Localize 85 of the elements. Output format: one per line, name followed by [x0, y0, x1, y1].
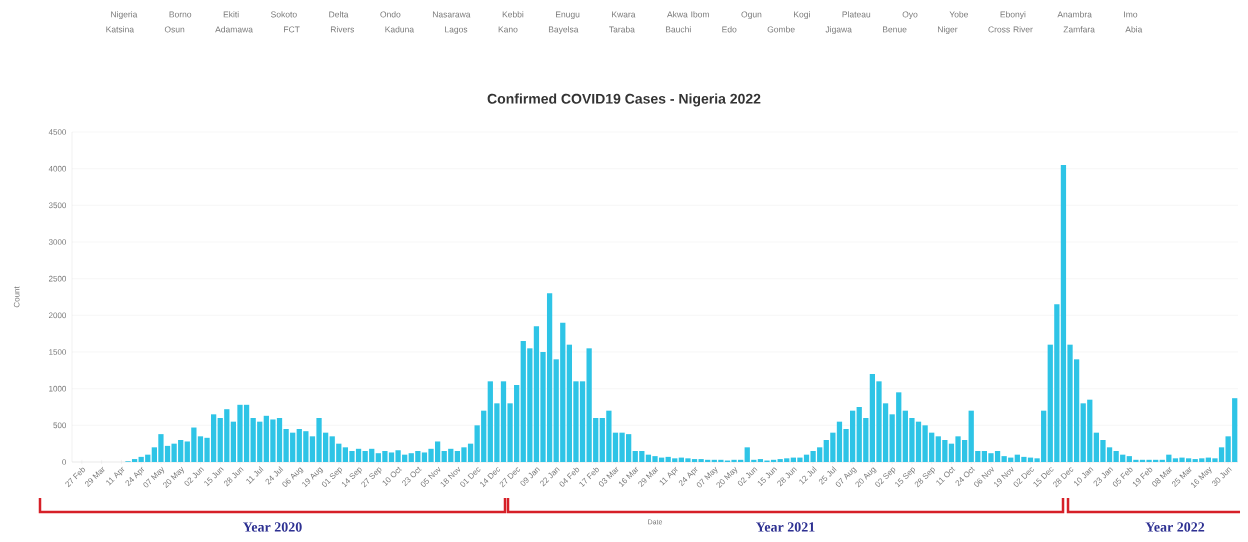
y-tick-label: 2500 [48, 275, 67, 282]
x-tick-label: 24 Apr [678, 466, 698, 487]
text: Oyo [902, 11, 918, 20]
x-tick-label: 02 Dec [1013, 467, 1034, 487]
y-tick-label: 500 [53, 422, 67, 429]
text: Year 2021 [756, 522, 815, 532]
y-tick-label: 3000 [48, 239, 67, 245]
x-tick-label: 12 Jul [799, 466, 817, 485]
y-tick-label: 1000 [49, 385, 67, 392]
y-tick-label: 1500 [49, 349, 67, 355]
x-tick-label: 27 Feb [65, 467, 86, 488]
y-axis-title: Count [13, 286, 20, 308]
chart-title: Confirmed COVID19 Cases - Nigeria 2022 [487, 93, 761, 107]
x-tick-label: 23 Oct [402, 466, 422, 487]
text: Enugu [556, 11, 580, 20]
x-tick-label: 14 Sep [341, 467, 362, 488]
x-tick-label: 22 Jan [540, 467, 560, 487]
x-tick-label: 11 Apr [659, 466, 678, 486]
y-tick-label: 4500 [48, 129, 67, 135]
text: Gombe [767, 26, 795, 33]
x-tick-label: 01 Dec [460, 467, 481, 487]
text: Yobe [949, 11, 968, 18]
x-tick-label: 02 Jun [737, 467, 758, 486]
x-tick-label: 15 Jun [204, 467, 224, 487]
x-tick-label: 28 Jun [777, 467, 797, 487]
x-tick-label: 27 Dec [499, 467, 520, 488]
text: Lagos [445, 26, 468, 35]
text: Abia [1125, 26, 1143, 33]
x-tick-label: 27 Sep [361, 467, 382, 488]
x-tick-label: 10 Oct [382, 466, 402, 486]
y-tick-label: 3500 [48, 202, 67, 209]
text: Ekiti [223, 11, 239, 18]
text: Imo [1124, 11, 1138, 18]
text: Sokoto [271, 11, 297, 18]
text: Zamfara [1063, 26, 1095, 33]
x-tick-label: 11 Apr [106, 466, 125, 486]
text: Kebbi [502, 11, 524, 18]
text: FCT [284, 26, 300, 33]
text: Osun [164, 26, 185, 33]
text: Bayelsa [548, 26, 579, 35]
x-tick-label: 06 Aug [282, 467, 304, 487]
x-tick-label: 05 Feb [1112, 467, 1133, 487]
text: Edo [722, 26, 737, 33]
y-tick-label: 4000 [48, 165, 67, 172]
x-tick-label: 28 Jun [223, 467, 244, 487]
text: Jigawa [825, 26, 852, 35]
x-tick-label: 25 Jul [818, 466, 837, 485]
x-tick-label: 10 Jan [1074, 467, 1094, 487]
text: Bauchi [665, 26, 691, 33]
text: Nigeria [111, 11, 138, 20]
y-tick-label: 2000 [48, 312, 67, 319]
x-tick-label: 11 Jul [246, 466, 264, 485]
text: Year 2022 [1145, 522, 1205, 532]
text: Adamawa [215, 26, 253, 33]
text: Plateau [842, 11, 871, 18]
x-tick-label: 02 Jun [184, 467, 205, 486]
text: Borno [169, 11, 192, 18]
text: Akwa Ibom [667, 11, 709, 18]
text: Taraba [609, 26, 635, 33]
x-tick-label: 11 Oct [936, 466, 956, 486]
text: Rivers [330, 26, 355, 33]
text: Ebonyi [1000, 11, 1026, 20]
text: Cross River [988, 26, 1033, 33]
text: Ondo [380, 11, 401, 18]
text: Year 2020 [243, 522, 302, 532]
x-tick-label: 15 Sep [895, 467, 916, 488]
text: Nasarawa [432, 11, 471, 18]
text: Kaduna [385, 26, 415, 33]
x-tick-label: 17 Feb [579, 467, 599, 488]
x-tick-label: 30 Jun [1212, 467, 1232, 486]
x-tick-label: 23 Jan [1093, 467, 1114, 487]
text: Delta [329, 11, 349, 18]
text: Benue [883, 26, 907, 33]
x-tick-label: 15 Jun [757, 467, 778, 487]
x-tick-label: 28 Sep [914, 467, 935, 488]
text: Kogi [794, 11, 810, 20]
x-tick-label: 09 Jan [520, 467, 540, 486]
y-tick-label: 0 [62, 459, 67, 465]
text: Ogun [741, 11, 762, 20]
text: Niger [937, 26, 958, 35]
text: Kwara [612, 11, 636, 18]
text: Katsina [106, 26, 135, 33]
text: Anambra [1057, 11, 1092, 18]
x-tick-label: 07 Aug [835, 467, 857, 487]
text: Kano [498, 26, 518, 33]
